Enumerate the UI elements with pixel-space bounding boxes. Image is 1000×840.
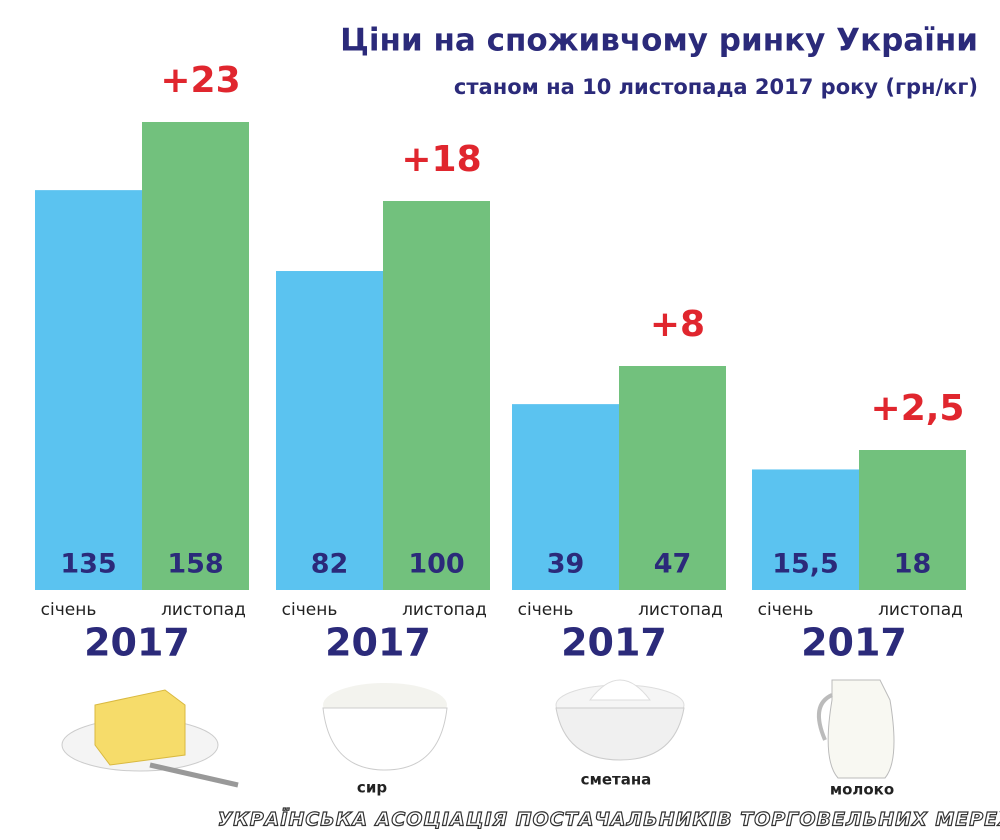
value-label: 158 (167, 549, 223, 580)
value-label: 15,5 (772, 549, 839, 580)
bar (619, 366, 726, 590)
change-label: +2,5 (871, 388, 965, 429)
bar (142, 122, 249, 590)
change-label: +18 (401, 139, 481, 180)
product-label: сметана (581, 771, 652, 789)
month-label: січень (758, 600, 814, 620)
bar (859, 450, 966, 590)
cottage-cheese-image (322, 683, 448, 771)
footer: УКРАЇНСЬКА АСОЦІАЦІЯ ПОСТАЧАЛЬНИКІВ ТОРГ… (218, 807, 1000, 831)
month-label: січень (282, 600, 338, 620)
bar (512, 404, 619, 590)
month-label: січень (518, 600, 574, 620)
month-label: листопад (161, 600, 246, 620)
bar (276, 271, 383, 590)
year-label: 2017 (84, 621, 190, 665)
value-label: 39 (547, 549, 585, 580)
value-label: 47 (654, 549, 692, 580)
value-label: 18 (894, 549, 932, 580)
month-label: листопад (402, 600, 487, 620)
change-label: +23 (160, 60, 240, 101)
bar (383, 201, 490, 590)
value-label: 82 (311, 549, 349, 580)
milk-image (816, 679, 895, 779)
month-label: листопад (638, 600, 723, 620)
butter-image (61, 689, 239, 788)
sour-cream-image (555, 679, 685, 761)
year-label: 2017 (325, 621, 431, 665)
change-label: +8 (650, 304, 705, 345)
bar (752, 469, 859, 590)
value-label: 135 (60, 549, 116, 580)
year-label: 2017 (801, 621, 907, 665)
title: Ціни на споживчому ринку України (340, 23, 978, 59)
product-label: молоко (830, 781, 894, 799)
bar (35, 190, 142, 590)
month-label: січень (41, 600, 97, 620)
product-label: сир (357, 779, 387, 797)
value-label: 100 (408, 549, 464, 580)
year-label: 2017 (561, 621, 667, 665)
month-label: листопад (878, 600, 963, 620)
subtitle: станом на 10 листопада 2017 року (грн/кг… (454, 75, 978, 99)
